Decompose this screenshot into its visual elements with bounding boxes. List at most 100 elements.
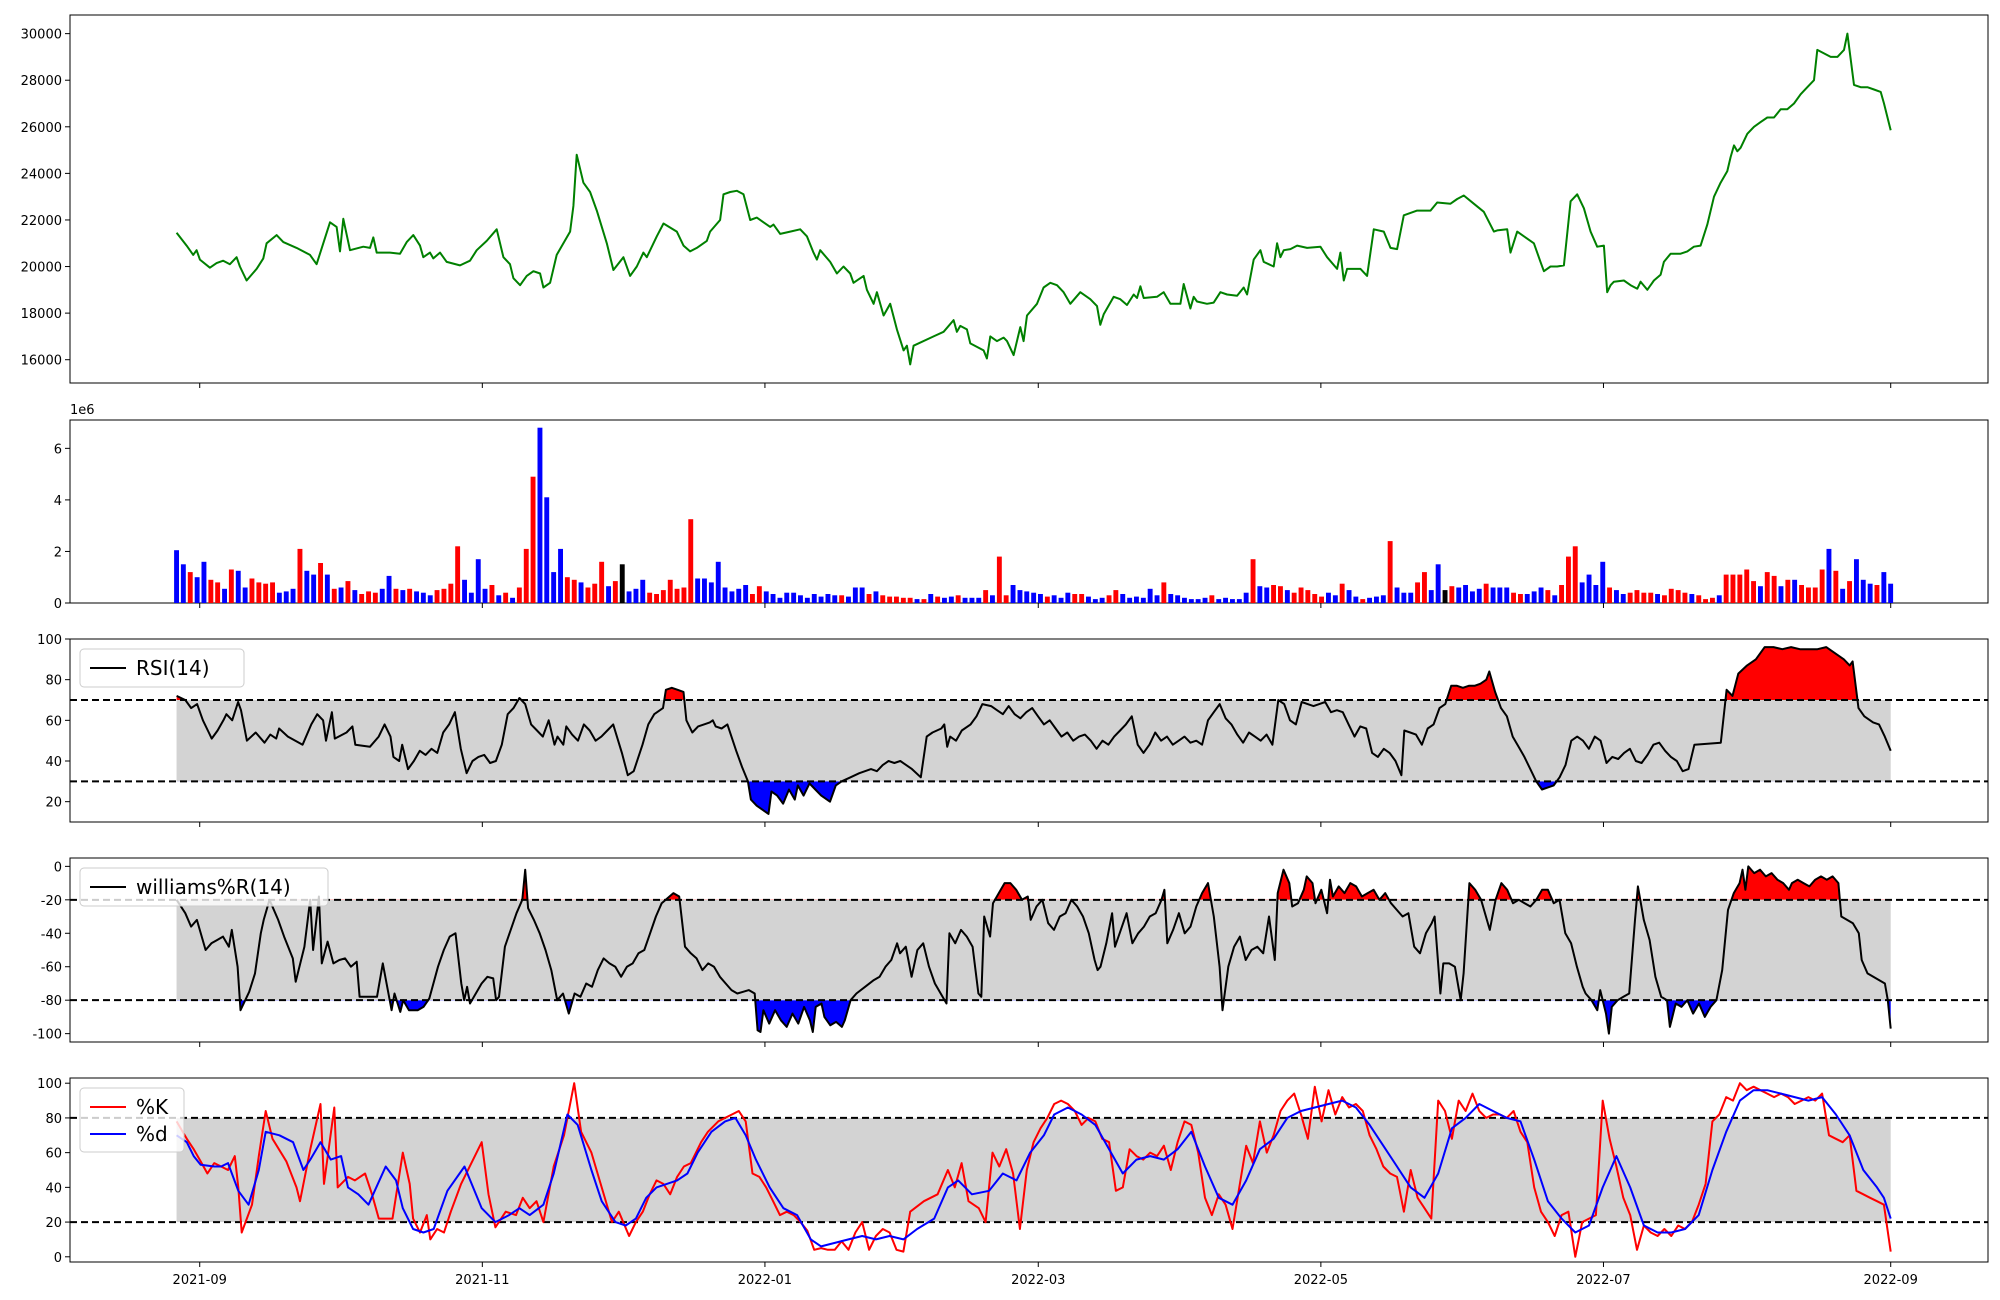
- stoch-legend-box: [79, 1087, 185, 1153]
- volume-bar: [1449, 586, 1455, 603]
- volume-bar: [983, 590, 989, 603]
- volume-bar: [331, 588, 337, 603]
- volume-bar: [1065, 592, 1071, 603]
- volume-bar: [263, 583, 269, 603]
- volume-bar: [592, 583, 598, 603]
- volume-bar: [1072, 594, 1078, 603]
- volume-bar: [784, 592, 790, 603]
- volume-bar: [1490, 587, 1496, 603]
- volume-bar: [1134, 596, 1139, 603]
- volume-bar: [379, 588, 385, 603]
- volume-bar: [1826, 548, 1832, 603]
- volume-ytick-label: 2: [54, 545, 62, 560]
- volume-bar: [763, 591, 769, 603]
- price-ytick-label: 20000: [21, 261, 62, 276]
- volume-bar: [1326, 592, 1331, 603]
- volume-bar: [1593, 585, 1599, 603]
- volume-bar: [1463, 585, 1468, 603]
- volume-bar: [1305, 590, 1311, 603]
- volume-bar: [1888, 583, 1894, 603]
- volume-bar: [1559, 585, 1564, 603]
- volume-bar: [1408, 592, 1414, 603]
- volume-bar: [1545, 590, 1551, 603]
- volume-bar: [1223, 597, 1228, 603]
- volume-bar: [366, 591, 371, 603]
- x-tick-label: 2022-01: [738, 1273, 792, 1288]
- price-ytick-label: 28000: [21, 74, 62, 89]
- stoch-k-line: [175, 1082, 1892, 1258]
- volume-bar: [564, 577, 570, 603]
- williams-ytick-label: -60: [41, 961, 62, 976]
- volume-bar: [174, 550, 179, 603]
- williams-ytick-label: -80: [41, 994, 62, 1009]
- volume-bar: [222, 588, 227, 603]
- volume-bar: [1840, 588, 1846, 603]
- volume-bar: [736, 588, 742, 603]
- volume-bar: [1202, 597, 1208, 603]
- volume-bar: [1675, 590, 1681, 603]
- volume-bar: [832, 595, 838, 603]
- volume-bar: [1600, 561, 1606, 603]
- volume-bar: [1422, 572, 1427, 603]
- stoch-ytick-label: 80: [45, 1112, 62, 1127]
- volume-bar: [1737, 574, 1743, 603]
- volume-bar: [1751, 581, 1756, 603]
- volume-bar: [743, 585, 749, 603]
- volume-bar: [1710, 597, 1715, 603]
- volume-bar: [304, 570, 310, 603]
- volume-bar: [407, 588, 413, 603]
- volume-bar: [523, 548, 529, 603]
- stoch-ytick-label: 20: [45, 1216, 62, 1231]
- volume-bar: [866, 594, 872, 603]
- stoch-d-line: [176, 1089, 1892, 1248]
- volume-bar: [1113, 590, 1119, 603]
- volume-offset-label: 1e6: [70, 403, 95, 418]
- volume-bar: [510, 597, 515, 603]
- volume-bar: [180, 564, 186, 603]
- volume-bar: [1127, 597, 1133, 603]
- volume-bar: [1703, 599, 1708, 603]
- volume-bar: [1044, 596, 1050, 603]
- volume-bar: [1024, 591, 1030, 603]
- volume-bar: [1319, 596, 1324, 603]
- stoch-ytick-label: 0: [54, 1251, 62, 1266]
- price-ytick-label: 24000: [21, 167, 62, 182]
- volume-bar: [1374, 596, 1379, 603]
- volume-bar: [1538, 587, 1544, 603]
- volume-bar: [1476, 588, 1482, 603]
- rsi-neutral-band: [176, 700, 1891, 782]
- volume-bar: [420, 592, 426, 603]
- williams-ytick-label: -20: [41, 894, 62, 909]
- volume-bar: [1531, 591, 1537, 603]
- volume-bar: [489, 585, 495, 603]
- volume-bar: [1442, 590, 1448, 603]
- volume-bar: [1086, 596, 1091, 603]
- volume-bar: [825, 594, 831, 603]
- volume-bar: [1243, 592, 1249, 603]
- volume-bar: [1188, 599, 1194, 603]
- williams-line: [175, 865, 1892, 1035]
- rsi-line: [176, 646, 1892, 815]
- volume-bar: [359, 594, 365, 603]
- volume-bar: [1360, 599, 1366, 603]
- volume-bar: [400, 590, 406, 603]
- rsi-ytick-label: 100: [37, 633, 62, 648]
- volume-bar: [1168, 594, 1174, 603]
- volume-bar: [1394, 587, 1400, 603]
- williams-legend-label: williams%R(14): [136, 875, 291, 899]
- volume-bar: [955, 595, 961, 603]
- volume-bar: [1038, 594, 1043, 603]
- volume-bar: [1271, 585, 1276, 603]
- williams-ytick-label: -100: [32, 1028, 62, 1043]
- volume-bar: [1614, 590, 1619, 603]
- volume-bar: [1120, 594, 1126, 603]
- volume-bar: [1483, 583, 1489, 603]
- volume-bar: [674, 588, 680, 603]
- volume-bar: [1696, 595, 1702, 603]
- volume-bar: [1641, 592, 1647, 603]
- volume-bar: [921, 599, 927, 603]
- volume-bar: [1106, 595, 1112, 603]
- volume-bar: [393, 588, 399, 603]
- volume-bar: [599, 561, 605, 603]
